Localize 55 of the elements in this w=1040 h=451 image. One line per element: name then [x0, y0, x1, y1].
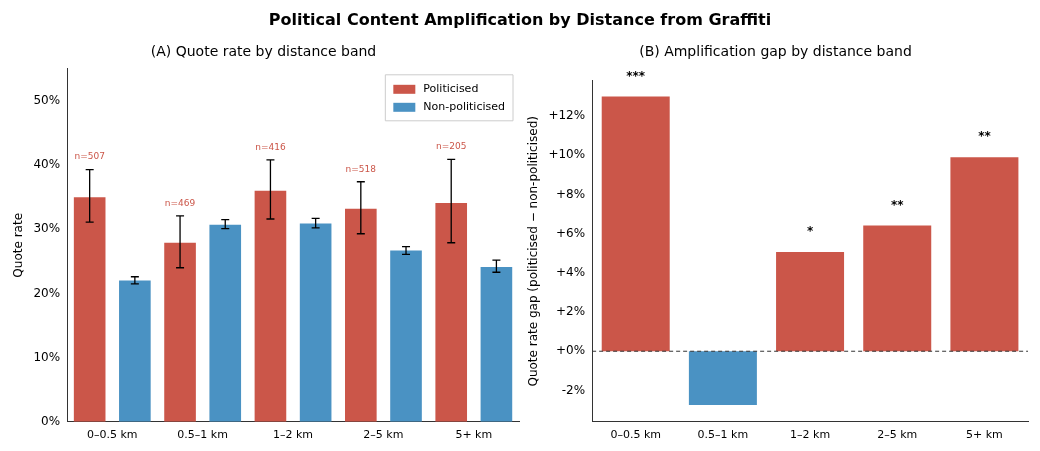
y-tick-label: 40%	[33, 157, 61, 172]
x-tick-label: 2–5 km	[877, 428, 918, 442]
data-label: **	[978, 129, 992, 144]
y-tick-label: 20%	[33, 285, 61, 300]
y-tick-label: +2%	[556, 304, 586, 319]
x-tick-label: 0.5–1 km	[697, 428, 749, 442]
x-tick-label: 1–2 km	[272, 428, 314, 442]
bar	[299, 223, 332, 422]
bar	[164, 242, 196, 422]
annotation: n=205	[435, 141, 467, 152]
bar	[435, 202, 468, 422]
bar	[688, 351, 757, 405]
x-tick-label: 1–2 km	[790, 428, 831, 442]
bar	[209, 224, 242, 422]
x-tick-label: 0.5–1 km	[177, 428, 228, 442]
x-tick-label: 5+ km	[455, 428, 493, 442]
x-tick-label: 0–0.5 km	[610, 428, 661, 442]
bar	[863, 225, 932, 352]
x-tick-label: 5+ km	[966, 428, 1003, 442]
annotation: n=469	[164, 197, 196, 208]
bar	[73, 197, 106, 422]
y-tick-label: +8%	[556, 186, 586, 201]
y-tick-label: 0%	[41, 413, 61, 428]
data-label: **	[890, 197, 905, 212]
bar	[390, 250, 422, 422]
chart-title: (B) Amplification gap by distance band	[639, 43, 912, 60]
y-tick-label: -2%	[561, 382, 586, 397]
legend-label: Politicised	[423, 81, 479, 95]
annotation: n=507	[74, 151, 105, 162]
y-tick-label: 30%	[33, 221, 61, 236]
bar	[950, 157, 1019, 352]
y-tick-label: 10%	[33, 349, 61, 364]
y-axis-title: Quote rate gap (politicised − non-politicised)	[526, 116, 541, 387]
bar	[119, 280, 151, 422]
annotation: n=416	[255, 141, 286, 152]
y-tick-label: 50%	[33, 93, 61, 108]
y-tick-label: +12%	[548, 108, 586, 123]
bar	[601, 96, 670, 352]
y-tick-label: +4%	[556, 264, 586, 279]
data-label: ***	[626, 68, 646, 83]
x-tick-label: 2–5 km	[363, 428, 404, 442]
y-tick-label: +0%	[556, 343, 586, 358]
x-tick-label: 0–0.5 km	[86, 428, 138, 442]
annotation: n=518	[345, 163, 377, 174]
data-label: *	[806, 224, 814, 239]
bar	[776, 252, 845, 352]
bar	[480, 267, 513, 422]
y-axis-title: Quote rate	[11, 212, 26, 278]
bar	[254, 190, 287, 422]
legend-label: Non-politicised	[423, 99, 506, 113]
y-tick-label: +10%	[548, 147, 586, 162]
chart-subtitle: (A) Quote rate by distance band	[150, 43, 377, 60]
bar	[345, 208, 377, 422]
y-tick-label: +6%	[556, 225, 586, 240]
chart-title: Political Content Amplification by Distance from Graffiti	[267, 9, 773, 31]
